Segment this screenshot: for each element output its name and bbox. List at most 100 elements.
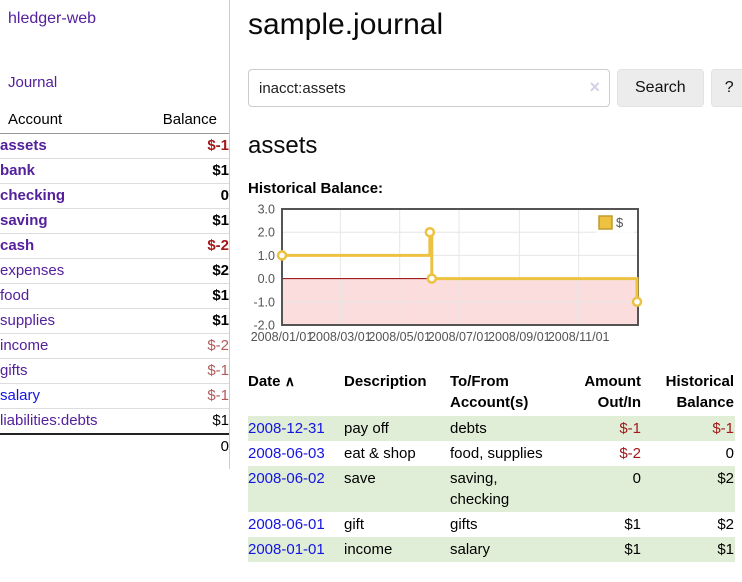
account-row: assets $-1 <box>0 133 229 159</box>
search-button[interactable]: Search <box>617 69 704 107</box>
svg-text:3.0: 3.0 <box>258 203 275 217</box>
register-row: 2008-06-03 eat & shop food, supplies $-2… <box>248 441 735 466</box>
account-link-supplies[interactable]: supplies <box>0 312 56 329</box>
transaction-description: gift <box>344 516 365 533</box>
search-form: × Search ? <box>248 69 742 107</box>
search-input[interactable] <box>248 69 610 107</box>
transaction-description: save <box>344 470 376 487</box>
register-header-row: Date ∧ Description To/From Account(s) Am… <box>248 369 735 416</box>
account-column-header: Account <box>0 107 131 134</box>
transaction-amount: $1 <box>624 516 641 533</box>
chart-title: Historical Balance: <box>248 180 384 197</box>
account-balance: $-1 <box>130 358 229 384</box>
balance-chart-svg: 3.0 2.0 1.0 0.0 -1.0 -2.02008/01/012008/03/01… <box>251 203 643 344</box>
account-balance: $-2 <box>130 333 229 359</box>
account-link-bank[interactable]: bank <box>0 162 36 179</box>
transaction-amount: 0 <box>632 470 641 487</box>
transaction-amount: $1 <box>624 541 641 558</box>
account-link-checking[interactable]: checking <box>0 187 66 204</box>
account-balance: $-2 <box>130 233 229 259</box>
account-row: income $-2 <box>0 333 229 359</box>
brand-link[interactable]: hledger-web <box>8 10 97 27</box>
account-link-saving[interactable]: saving <box>0 212 48 229</box>
app-layout: hledger-web Journal Account Balance asse… <box>0 0 742 562</box>
account-link-assets[interactable]: assets <box>0 137 47 154</box>
svg-text:2008/01/01: 2008/01/01 <box>251 330 314 344</box>
account-balance: $2 <box>130 258 229 284</box>
svg-text:2008/03/01: 2008/03/01 <box>309 330 372 344</box>
transaction-balance: $-1 <box>712 420 734 437</box>
balance-column-header: Balance <box>130 107 229 134</box>
register-header-description: Description <box>344 373 427 390</box>
svg-text:2008/05/01: 2008/05/01 <box>368 330 431 344</box>
accounts-total-row: 0 <box>0 434 229 459</box>
transaction-amount: $-2 <box>619 445 641 462</box>
svg-text:-2.0: -2.0 <box>253 319 275 333</box>
search-input-wrap: × <box>248 69 610 107</box>
account-row: saving $1 <box>0 208 229 234</box>
search-help-button[interactable]: ? <box>710 69 742 107</box>
svg-text:-1.0: -1.0 <box>253 295 275 309</box>
account-link-food[interactable]: food <box>0 287 30 304</box>
transaction-accounts: debts <box>450 420 487 437</box>
transaction-balance: 0 <box>725 445 734 462</box>
register-row: 2008-12-31 pay off debts $-1 $-1 <box>248 416 735 441</box>
account-link-cash[interactable]: cash <box>0 237 35 254</box>
transaction-date-link[interactable]: 2008-06-01 <box>248 516 325 533</box>
main-content: sample.journal × Search ? assets Histori… <box>230 0 742 562</box>
transaction-accounts: gifts <box>450 516 478 533</box>
sort-ascending-icon: ∧ <box>284 373 295 389</box>
register-header-amount: Amount Out/In <box>584 373 641 411</box>
account-balance: 0 <box>130 183 229 209</box>
account-balance: $1 <box>130 308 229 334</box>
transaction-balance: $2 <box>717 516 734 533</box>
register-header-accounts: To/From Account(s) <box>450 373 529 411</box>
historical-balance-chart: 3.0 2.0 1.0 0.0 -1.0 -2.0 2008/01/01 2008/03/01… <box>248 203 742 347</box>
page-title: sample.journal <box>248 8 444 41</box>
account-heading: assets <box>248 132 318 159</box>
account-balance: $-1 <box>130 383 229 409</box>
register-header-date[interactable]: Date ∧ <box>248 373 295 390</box>
transaction-accounts: food, supplies <box>450 445 543 462</box>
register-table: Date ∧ Description To/From Account(s) Am… <box>248 369 735 562</box>
transaction-balance: $1 <box>717 541 734 558</box>
accounts-table: Account Balance assets $-1 bank $1 check… <box>0 107 229 459</box>
transaction-date-link[interactable]: 2008-12-31 <box>248 420 325 437</box>
register-row: 2008-01-01 income salary $1 $1 <box>248 537 735 562</box>
register-header-balance: Historical Balance <box>665 373 734 411</box>
svg-text:2.0: 2.0 <box>258 226 275 240</box>
svg-text:1.0: 1.0 <box>258 249 275 263</box>
transaction-date-link[interactable]: 2008-06-02 <box>248 470 325 487</box>
transaction-accounts: salary <box>450 541 491 558</box>
account-row: liabilities:debts $1 <box>0 408 229 435</box>
account-link-liabilities-debts[interactable]: liabilities:debts <box>0 412 98 429</box>
account-balance: $1 <box>130 283 229 309</box>
account-link-income[interactable]: income <box>0 337 49 354</box>
account-link-gifts[interactable]: gifts <box>0 362 28 379</box>
svg-text:$: $ <box>616 215 624 230</box>
register-row: 2008-06-02 save saving, checking 0 $2 <box>248 466 735 512</box>
sidebar: hledger-web Journal Account Balance asse… <box>0 0 230 469</box>
transaction-date-link[interactable]: 2008-01-01 <box>248 541 325 558</box>
account-balance: $-1 <box>130 133 229 159</box>
account-row: bank $1 <box>0 158 229 184</box>
transaction-amount: $-1 <box>619 420 641 437</box>
transaction-accounts: saving, checking <box>450 470 510 508</box>
account-link-salary[interactable]: salary <box>0 387 41 404</box>
transaction-date-link[interactable]: 2008-06-03 <box>248 445 325 462</box>
sidebar-item-journal[interactable]: Journal <box>8 74 58 91</box>
account-balance: $1 <box>130 158 229 184</box>
account-row: supplies $1 <box>0 308 229 334</box>
transaction-description: eat & shop <box>344 445 416 462</box>
svg-text:2008/11/01: 2008/11/01 <box>548 330 610 344</box>
accounts-header-row: Account Balance <box>0 107 229 134</box>
transaction-description: pay off <box>344 420 389 437</box>
transaction-balance: $2 <box>717 470 734 487</box>
register-row: 2008-06-01 gift gifts $1 $2 <box>248 512 735 537</box>
account-link-expenses[interactable]: expenses <box>0 262 65 279</box>
account-row: gifts $-1 <box>0 358 229 384</box>
clear-search-icon[interactable]: × <box>589 77 600 97</box>
account-row: food $1 <box>0 283 229 309</box>
accounts-total-balance: 0 <box>220 438 229 455</box>
account-balance: $1 <box>130 408 229 435</box>
